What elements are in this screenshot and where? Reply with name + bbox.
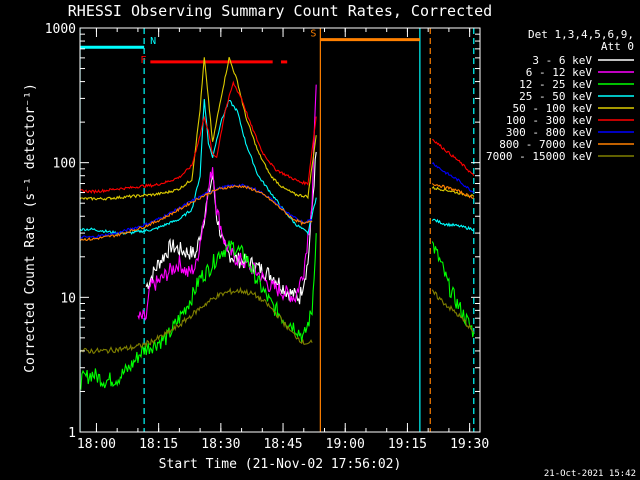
legend-header: Det 1,3,4,5,6,9, — [528, 28, 634, 41]
legend-entry-label: 800 - 7000 keV — [499, 138, 592, 151]
series-line — [80, 57, 317, 202]
series-line — [431, 218, 475, 232]
series-line — [137, 84, 317, 322]
legend-entry-label: 100 - 300 keV — [506, 114, 592, 127]
series-line — [145, 151, 317, 305]
x-tick-label: 18:15 — [139, 437, 178, 452]
plot-area — [80, 28, 475, 432]
y-tick-label: 100 — [53, 157, 76, 172]
x-axis-label: Start Time (21-Nov-02 17:56:02) — [159, 457, 402, 472]
legend-entry-label: 300 - 800 keV — [506, 126, 592, 139]
annotation-label: N — [150, 36, 156, 47]
x-tick-label: 18:00 — [77, 437, 116, 452]
legend-entry-label: 12 - 25 keV — [519, 78, 592, 91]
x-tick-label: 19:15 — [388, 437, 427, 452]
series-line — [432, 138, 475, 176]
y-tick-label: 1000 — [45, 22, 76, 37]
series-line — [431, 241, 475, 338]
series-line — [432, 162, 475, 193]
generation-timestamp: 21-Oct-2021 15:42 — [544, 469, 636, 479]
series-line — [431, 183, 475, 199]
series-line — [431, 185, 475, 197]
x-tick-label: 19:30 — [450, 437, 489, 452]
series-line — [80, 286, 313, 355]
plot-frame — [79, 27, 481, 433]
y-tick-label: 1 — [68, 426, 76, 441]
annotation-label: F — [140, 55, 146, 66]
legend-header: Att 0 — [601, 40, 634, 53]
series-line — [80, 184, 313, 242]
legend-entry-label: 50 - 100 keV — [513, 102, 593, 115]
x-tick-label: 18:45 — [263, 437, 302, 452]
annotation-label: S — [310, 29, 316, 40]
x-tick-label: 18:30 — [201, 437, 240, 452]
series-line — [80, 80, 317, 195]
y-axis-label: Corrected Count Rate (s⁻¹ detector⁻¹) — [23, 83, 38, 373]
axes: NF S 1 10 100 1000 18:00 18:15 18:30 18:45 19:00 19… — [45, 22, 490, 452]
x-tick-label: 19:00 — [326, 437, 365, 452]
legend-entry-label: 3 - 6 keV — [532, 54, 592, 67]
legend-entry-label: 25 - 50 keV — [519, 90, 592, 103]
chart-title: RHESSI Observing Summary Count Rates, Co… — [68, 2, 492, 20]
series-line — [80, 233, 317, 391]
legend-entry-label: 7000 - 15000 keV — [486, 150, 592, 163]
y-tick-label: 10 — [60, 291, 76, 306]
legend-entry-label: 6 - 12 keV — [526, 66, 593, 79]
series-line — [431, 289, 475, 333]
